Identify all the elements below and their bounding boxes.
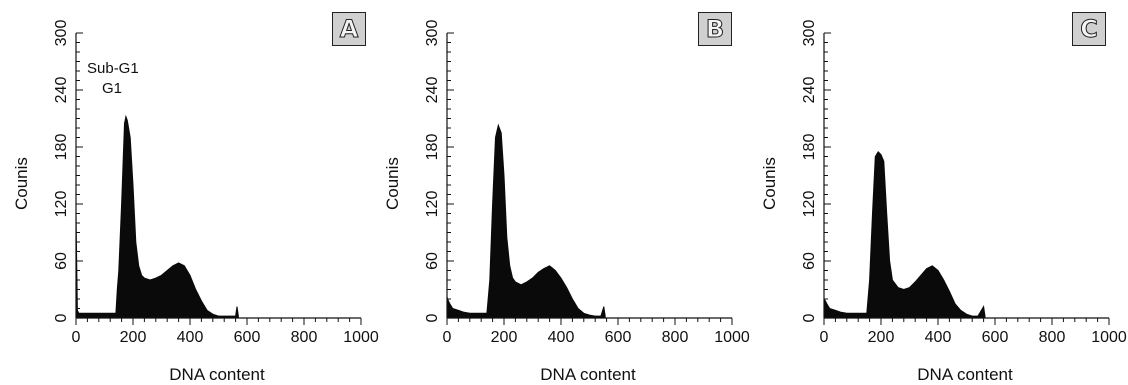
x-tick-label: 1000 [714,329,750,346]
panel-b: 0 60 120 180 240 300 0 200 400 600 800 1000 B DNA c… [371,0,747,385]
x-tick-label: 0 [820,329,829,346]
x-axis-label: DNA content [438,365,738,385]
x-tick-label: 400 [177,329,204,346]
y-axis-label: Counis [760,150,780,210]
x-tick-label: 800 [662,329,689,346]
x-tick-label: 400 [925,329,952,346]
x-tick-label: 200 [868,329,895,346]
y-tick-label: 180 [424,134,441,161]
x-tick-label: 600 [982,329,1009,346]
x-tick-label: 0 [72,329,81,346]
panel-label-b: B [698,12,732,46]
annotation-g1: G1 [102,80,122,97]
y-tick-label: 300 [424,20,441,47]
y-tick-label: 60 [801,252,818,270]
y-tick-label: 240 [53,77,70,104]
histogram-chart-b: 0 60 120 180 240 300 0 200 400 600 800 1000 [371,0,747,385]
y-axis-label: Counis [12,150,32,210]
x-tick-label: 800 [291,329,318,346]
x-tick-label: 1000 [1091,329,1127,346]
y-tick-label: 120 [53,191,70,218]
x-tick-label: 200 [120,329,147,346]
panel-label-c: C [1072,12,1106,46]
y-tick-label: 60 [424,252,441,270]
y-axis-label: Counis [383,150,403,210]
panel-a: 0 60 120 180 240 300 0 200 400 600 800 1000 A Sub-G… [0,0,376,385]
y-tick-label: 120 [424,191,441,218]
y-tick-label: 60 [53,252,70,270]
x-tick-label: 600 [605,329,632,346]
x-tick-label: 400 [548,329,575,346]
annotation-sub-g1: Sub-G1 [87,60,139,77]
x-tick-label: 200 [491,329,518,346]
y-tick-label: 240 [801,77,818,104]
y-tick-label: 0 [424,313,441,322]
histogram-area [76,117,238,318]
x-axis-label: DNA content [67,365,367,385]
y-tick-label: 180 [801,134,818,161]
panel-c: 0 60 120 180 240 300 0 200 400 600 800 1000 C DNA c… [748,0,1124,385]
y-tick-label: 300 [801,20,818,47]
y-tick-label: 120 [801,191,818,218]
histogram-area [447,125,605,318]
x-tick-label: 800 [1039,329,1066,346]
panel-label-a: A [332,12,366,46]
x-tick-label: 600 [234,329,261,346]
y-tick-label: 0 [801,313,818,322]
y-tick-label: 0 [53,313,70,322]
x-axis-label: DNA content [815,365,1115,385]
y-tick-label: 300 [53,20,70,47]
histogram-area [824,152,985,318]
histogram-chart-c: 0 60 120 180 240 300 0 200 400 600 800 1000 [748,0,1124,385]
y-tick-label: 240 [424,77,441,104]
x-tick-label: 0 [443,329,452,346]
y-tick-label: 180 [53,134,70,161]
